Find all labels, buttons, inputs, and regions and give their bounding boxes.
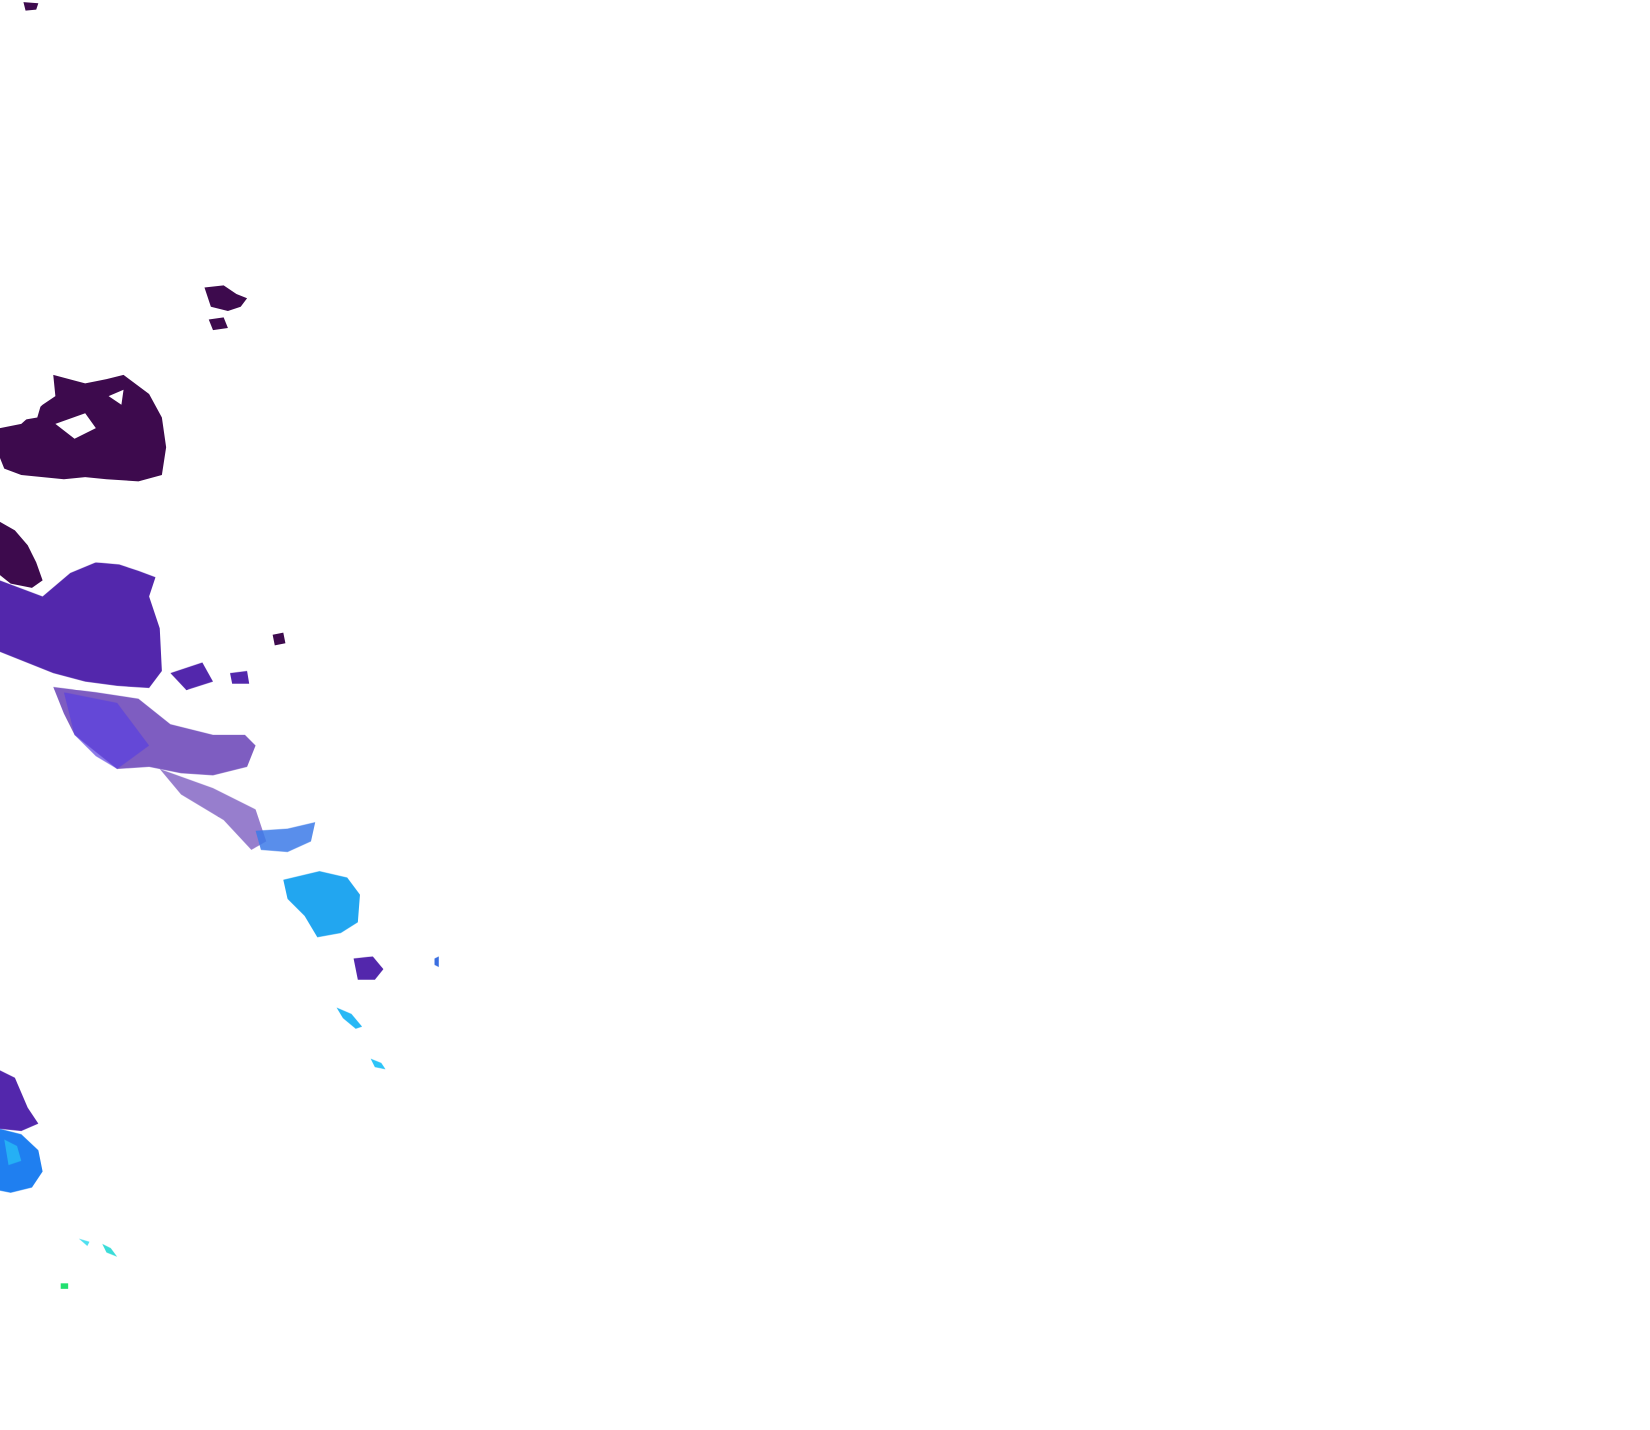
cell <box>370 1058 386 1070</box>
cells-blue <box>0 692 439 1289</box>
cell <box>255 822 316 853</box>
cell <box>78 1238 90 1247</box>
cell <box>102 1243 118 1257</box>
precipitation-overlay <box>0 2 439 1289</box>
cell <box>230 670 250 684</box>
cell <box>0 1070 39 1132</box>
cell <box>353 956 384 980</box>
cell <box>23 2 39 11</box>
cell <box>283 871 360 938</box>
gap <box>0 399 43 424</box>
cell <box>204 285 248 311</box>
cell <box>159 768 267 850</box>
cell <box>170 662 214 691</box>
cell <box>63 692 150 769</box>
gap <box>108 389 124 405</box>
cell <box>60 1283 69 1289</box>
cell <box>4 1139 22 1166</box>
gaps <box>0 389 124 439</box>
cell <box>0 521 43 588</box>
cell <box>336 1007 363 1029</box>
cell <box>434 956 439 968</box>
cell <box>208 317 228 331</box>
cell <box>0 562 162 688</box>
cell <box>272 632 286 646</box>
gap <box>55 413 96 439</box>
